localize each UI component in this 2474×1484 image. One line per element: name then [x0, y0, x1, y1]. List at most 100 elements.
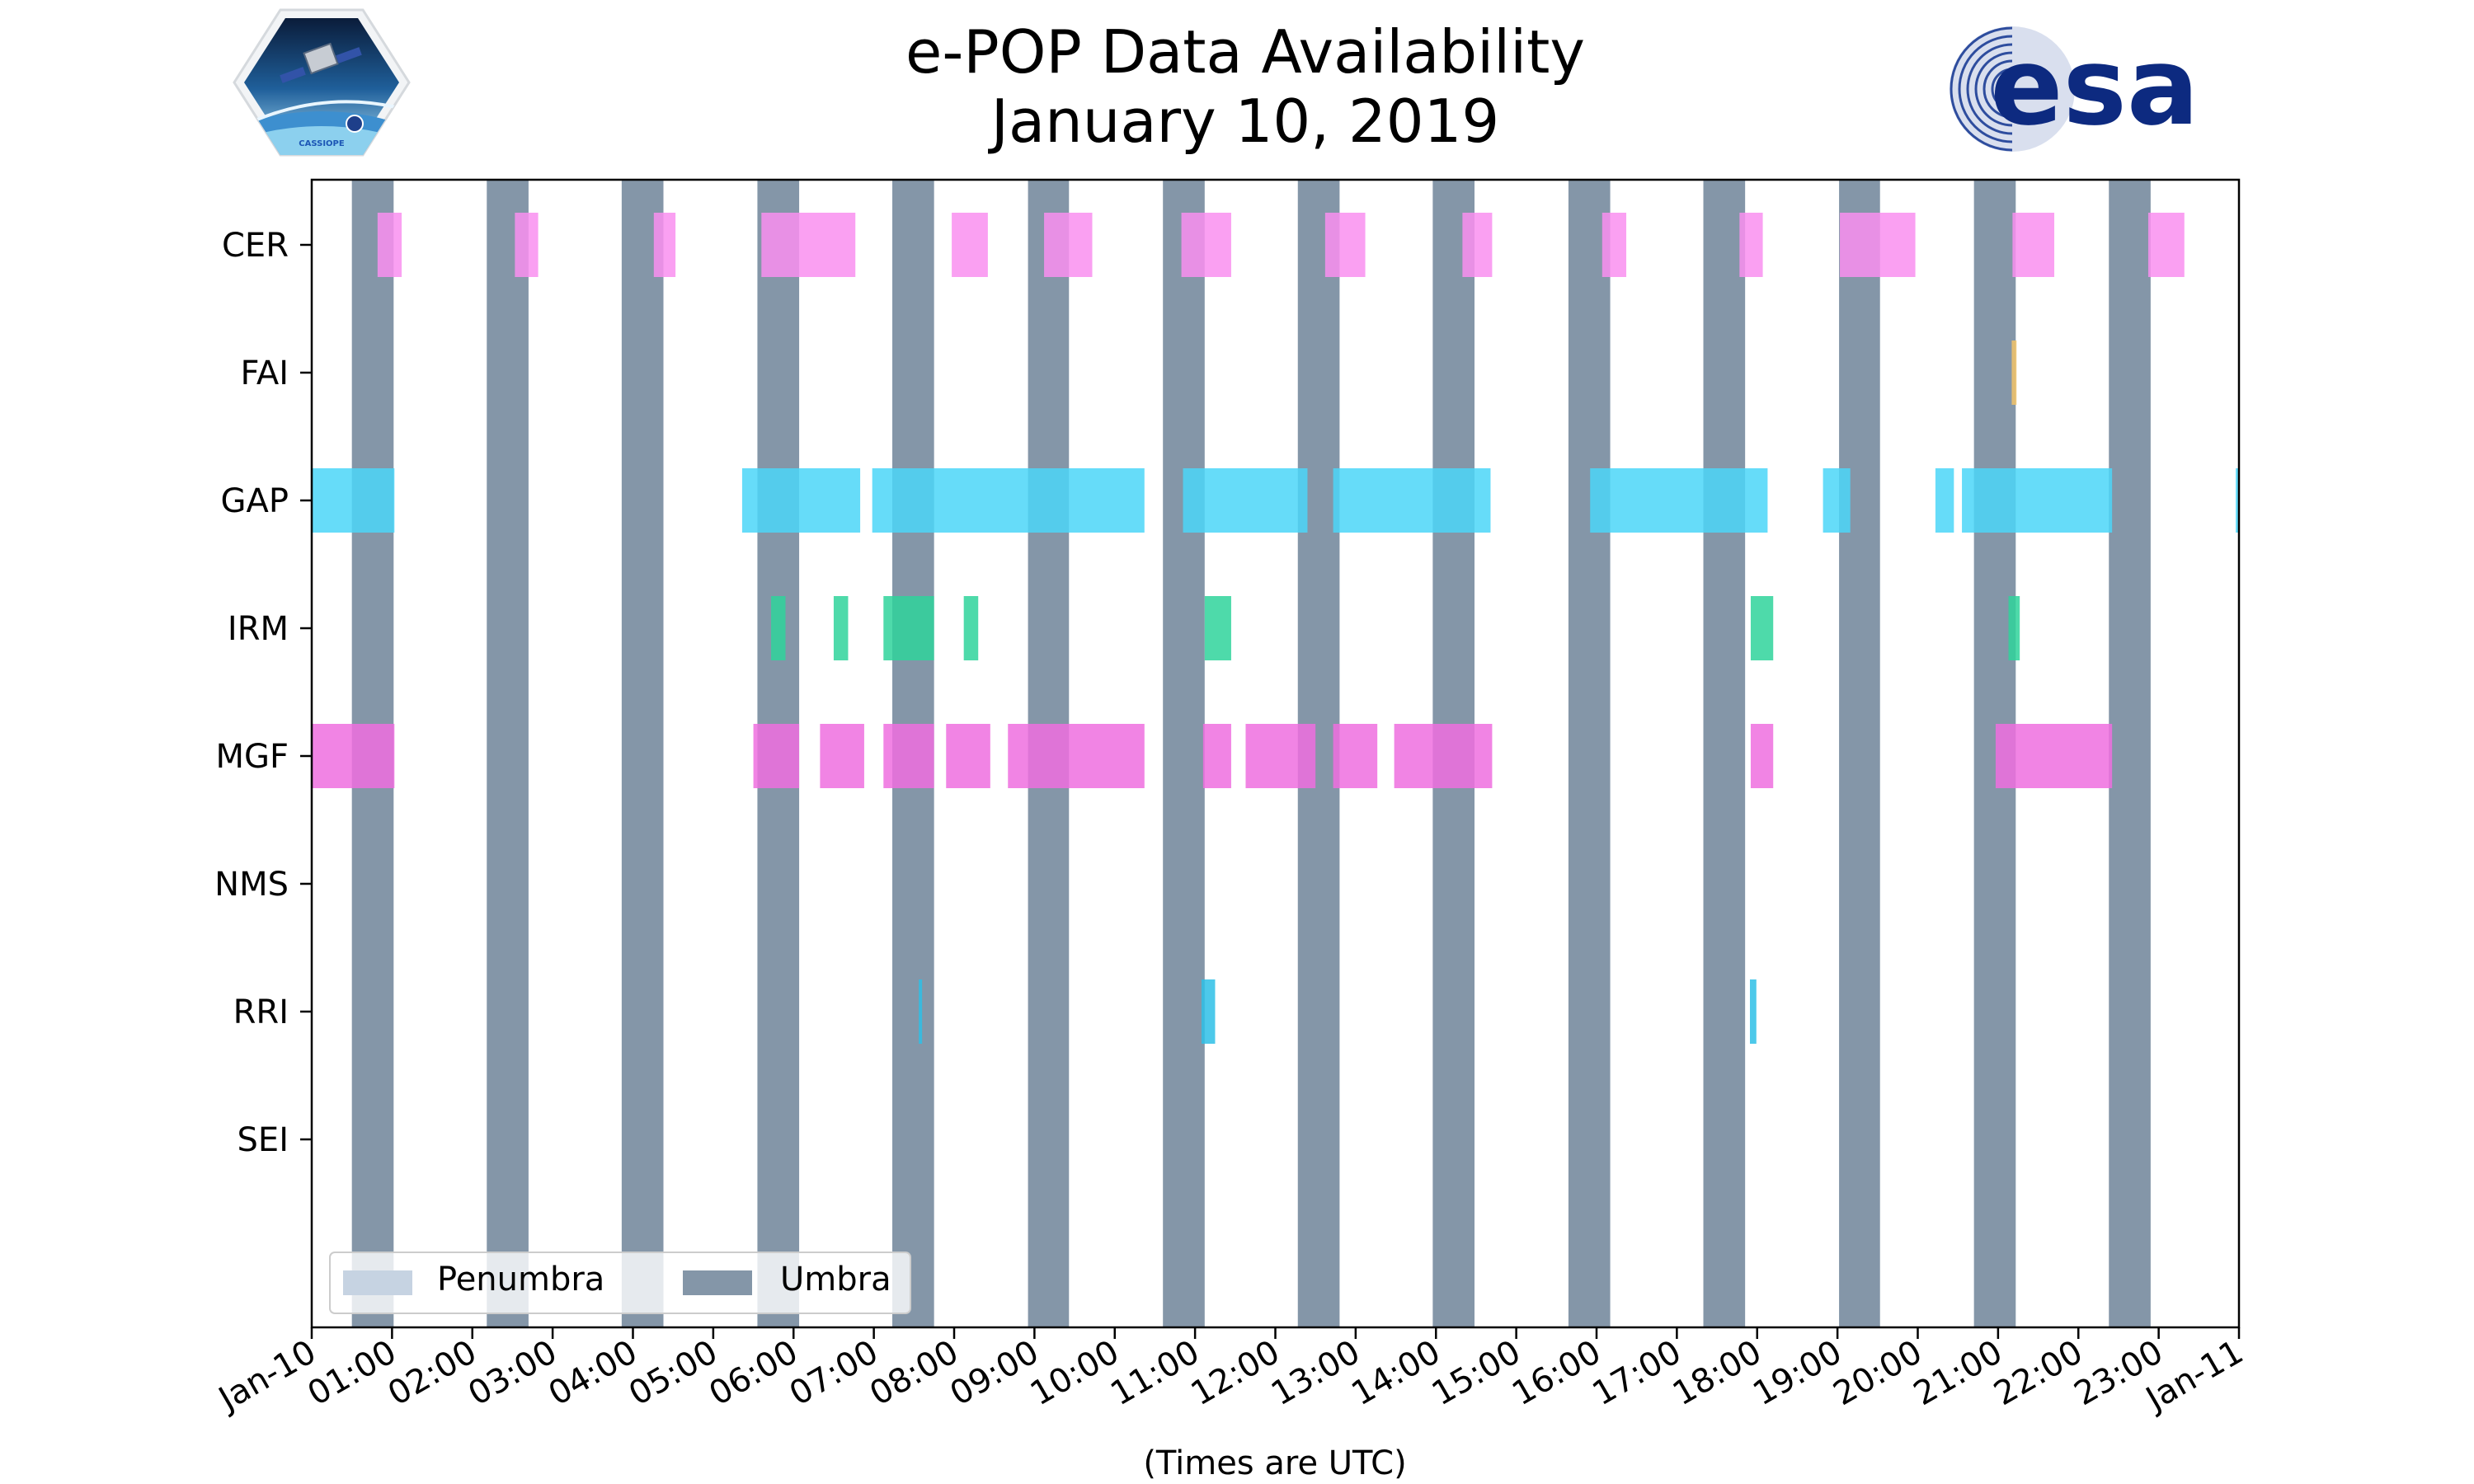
bar-cer	[2147, 213, 2185, 277]
y-tick-label-cer: CER	[222, 227, 289, 265]
bar-rri	[1749, 979, 1757, 1044]
bar-cer	[377, 213, 402, 277]
bar-mgf	[820, 724, 864, 788]
y-tick-label-fai: FAI	[241, 355, 289, 392]
chart-subtitle-date: January 10, 2019	[988, 87, 1499, 156]
legend-label-penumbra: Penumbra	[437, 1261, 604, 1298]
y-tick-label-irm: IRM	[228, 610, 289, 648]
bar-fai	[2011, 340, 2017, 405]
bar-mgf	[1008, 724, 1145, 788]
bar-gap	[312, 468, 395, 533]
x-tick-label: 21:00	[1907, 1333, 2009, 1413]
x-tick-label: 07:00	[783, 1333, 885, 1413]
bar-cer	[761, 213, 856, 277]
x-tick-label: 10:00	[1024, 1333, 1126, 1413]
bar-gap	[872, 468, 1145, 533]
umbra-band	[2109, 180, 2151, 1327]
bar-gap	[2236, 468, 2240, 533]
y-tick-label-rri: RRI	[233, 993, 289, 1031]
y-tick-label-nms: NMS	[214, 866, 289, 904]
x-tick-label: 04:00	[543, 1333, 644, 1413]
umbra-band	[1568, 180, 1611, 1327]
svg-text:CASSIOPE: CASSIOPE	[299, 139, 345, 148]
bar-gap	[1962, 468, 2113, 533]
x-tick-label: 09:00	[944, 1333, 1046, 1413]
x-tick-label: 19:00	[1747, 1333, 1848, 1413]
bar-mgf	[312, 724, 395, 788]
bar-irm	[770, 596, 786, 660]
x-tick-label: 05:00	[623, 1333, 724, 1413]
x-axis: Jan-1001:0002:0003:0004:0005:0006:0007:0…	[210, 1327, 2250, 1420]
bar-irm	[2008, 596, 2020, 660]
x-tick-label: 06:00	[703, 1333, 804, 1413]
x-tick-label: 20:00	[1827, 1333, 1929, 1413]
bar-cer	[952, 213, 988, 277]
bar-irm	[963, 596, 979, 660]
legend-swatch-umbra	[683, 1270, 752, 1295]
bar-irm	[883, 596, 934, 660]
x-tick-label: 17:00	[1587, 1333, 1688, 1413]
bar-irm	[1204, 596, 1231, 660]
bar-gap	[741, 468, 861, 533]
bar-mgf	[753, 724, 800, 788]
x-tick-label: 22:00	[1987, 1333, 2089, 1413]
x-tick-label: 16:00	[1506, 1333, 1607, 1413]
x-tick-label: 08:00	[863, 1333, 965, 1413]
bar-gap	[1333, 468, 1491, 533]
bar-cer	[2012, 213, 2055, 277]
bar-rri	[919, 979, 923, 1044]
x-tick-label: Jan-10	[210, 1333, 322, 1420]
bar-cer	[1181, 213, 1231, 277]
y-tick-label-sei: SEI	[238, 1121, 289, 1159]
bar-cer	[1739, 213, 1763, 277]
bar-gap	[1590, 468, 1768, 533]
chart-title: e-POP Data Availability	[905, 17, 1585, 87]
bar-gap	[1823, 468, 1851, 533]
bar-mgf	[1394, 724, 1493, 788]
bar-gap	[1183, 468, 1308, 533]
esa-logo: esa	[1950, 24, 2199, 152]
bar-gap	[1935, 468, 1954, 533]
bar-mgf	[1245, 724, 1316, 788]
x-tick-label: 01:00	[302, 1333, 403, 1413]
bar-rri	[1201, 979, 1216, 1044]
x-tick-label: 12:00	[1185, 1333, 1286, 1413]
x-tick-label: 02:00	[382, 1333, 483, 1413]
legend-label-umbra: Umbra	[780, 1261, 891, 1298]
legend-box	[329, 1252, 911, 1314]
bar-mgf	[946, 724, 990, 788]
x-tick-label: 11:00	[1104, 1333, 1206, 1413]
x-axis-label: (Times are UTC)	[1143, 1444, 1406, 1482]
bar-cer	[1602, 213, 1627, 277]
umbra-band	[1839, 180, 1880, 1327]
bar-mgf	[1202, 724, 1231, 788]
x-tick-label: 18:00	[1667, 1333, 1768, 1413]
bar-irm	[1750, 596, 1774, 660]
bar-mgf	[1333, 724, 1378, 788]
bar-mgf	[1995, 724, 2113, 788]
x-tick-label: 15:00	[1426, 1333, 1527, 1413]
bar-irm	[833, 596, 849, 660]
bar-cer	[515, 213, 539, 277]
bar-mgf	[883, 724, 934, 788]
bar-cer	[1462, 213, 1493, 277]
svg-text:esa: esa	[1990, 24, 2199, 149]
umbra-band	[487, 180, 529, 1327]
umbra-band	[621, 180, 664, 1327]
x-tick-label: 13:00	[1265, 1333, 1366, 1413]
umbra-band	[1163, 180, 1205, 1327]
bar-mgf	[1750, 724, 1774, 788]
umbra-band	[1703, 180, 1746, 1327]
bar-cer	[653, 213, 676, 277]
bar-cer	[1840, 213, 1916, 277]
y-tick-label-mgf: MGF	[215, 738, 289, 776]
x-tick-label: 03:00	[462, 1333, 563, 1413]
legend: Penumbra Umbra	[329, 1252, 911, 1314]
y-tick-label-gap: GAP	[221, 482, 289, 520]
bar-cer	[1324, 213, 1366, 277]
y-axis: CER FAI GAP IRM MGF NMS RRI SEI	[214, 227, 312, 1159]
bar-cer	[1044, 213, 1093, 277]
legend-swatch-penumbra	[343, 1270, 412, 1295]
x-tick-label: 14:00	[1345, 1333, 1446, 1413]
